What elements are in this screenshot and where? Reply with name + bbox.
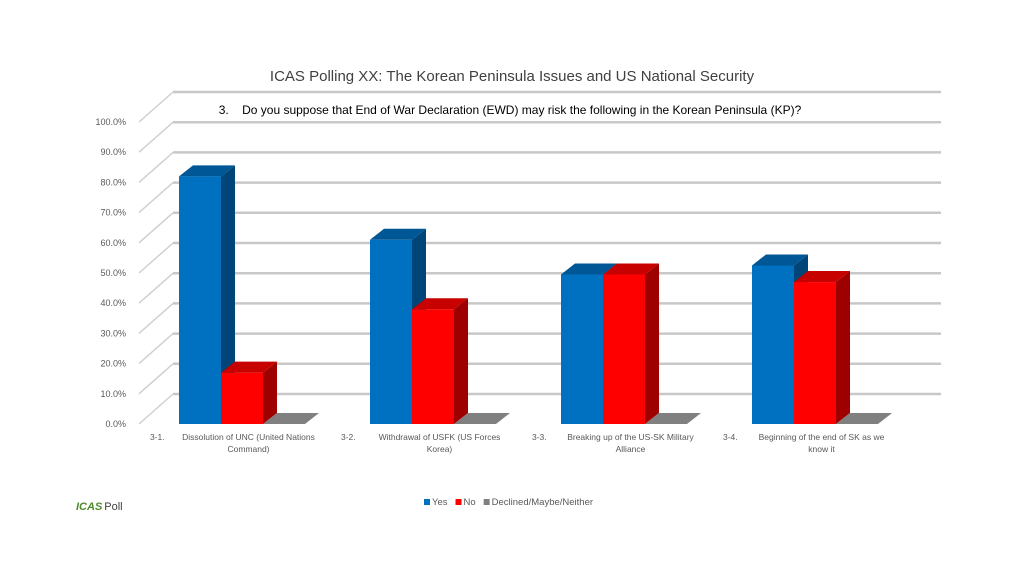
bar-side <box>454 298 468 424</box>
chart-subtitle: 3. Do you suppose that End of War Declar… <box>219 103 802 117</box>
category-label: Alliance <box>616 444 646 454</box>
bar-top <box>412 298 468 310</box>
legend-label: Yes <box>432 497 448 508</box>
chart-title: ICAS Polling XX: The Korean Peninsula Is… <box>270 68 755 85</box>
category-label: Command) <box>227 444 269 454</box>
category-label: Beginning of the end of SK as we <box>759 432 885 442</box>
logo-brand: ICAS <box>76 501 103 513</box>
gridline-diagonal <box>138 91 174 123</box>
gridline-diagonal <box>138 151 174 183</box>
y-tick-label: 10.0% <box>100 389 126 399</box>
y-tick-label: 40.0% <box>100 298 126 308</box>
x-axis: 3-1. Dissolution of UNC (United Nations Co… <box>150 432 885 454</box>
y-tick-label: 100.0% <box>95 117 126 127</box>
legend-label: No <box>464 497 476 508</box>
bar-front <box>603 274 645 424</box>
category-number: 3-2. <box>341 432 356 442</box>
category-number: 3-1. <box>150 432 165 442</box>
bar-flat <box>454 413 510 424</box>
bar-front <box>752 265 794 424</box>
legend-swatch <box>455 499 462 505</box>
bar-front <box>370 239 412 424</box>
category-label: Dissolution of UNC (United Nations <box>182 432 315 442</box>
bar-front <box>221 372 263 424</box>
bar-top <box>603 263 659 275</box>
gridline-diagonal <box>138 333 174 365</box>
bar-yes-1 <box>179 165 235 425</box>
legend-label: Declined/Maybe/Neither <box>492 497 593 508</box>
gridline-diagonal <box>138 363 174 395</box>
gridline-diagonal <box>138 393 174 425</box>
y-tick-label: 60.0% <box>100 238 126 248</box>
bar-declined-maybe-neither-3 <box>645 413 701 424</box>
bar-front <box>561 274 603 424</box>
legend-swatch <box>483 499 490 505</box>
bar-declined-maybe-neither-1 <box>263 413 319 424</box>
gridlines <box>138 90 941 425</box>
legend-swatch <box>424 499 430 505</box>
bar-side <box>263 361 277 424</box>
y-tick-label: 30.0% <box>100 328 126 338</box>
bar-flat <box>645 413 701 424</box>
y-tick-label: 20.0% <box>100 359 126 369</box>
bar-declined-maybe-neither-2 <box>454 413 510 424</box>
bar-no-3 <box>603 263 659 424</box>
bar-no-2 <box>412 298 468 424</box>
bar-top <box>561 263 617 275</box>
category-number: 3-3. <box>532 432 547 442</box>
category-label: Korea) <box>427 444 453 454</box>
bar-side <box>221 165 235 425</box>
category-number: 3-4. <box>723 432 738 442</box>
logo-suffix: Poll <box>104 501 123 513</box>
bars <box>179 165 892 425</box>
bar-no-4 <box>794 271 850 424</box>
category-label: Withdrawal of USFK (US Forces <box>379 432 501 442</box>
bar-front <box>412 309 454 424</box>
y-tick-label: 90.0% <box>100 147 126 157</box>
bar-top <box>752 254 808 266</box>
gridline-diagonal <box>138 302 174 334</box>
gridline-diagonal <box>138 272 174 304</box>
bar-top <box>794 271 850 283</box>
y-tick-label: 70.0% <box>100 208 126 218</box>
gridline-diagonal <box>138 182 174 214</box>
bar-flat <box>263 413 319 424</box>
bar-no-1 <box>221 361 277 424</box>
y-axis: 0.0% 10.0% 20.0% 30.0% 40.0% 50.0% 60.0% 70.0% 8… <box>95 117 126 429</box>
gridline-diagonal <box>138 121 174 153</box>
category-label: know it <box>808 444 835 454</box>
bar-front <box>794 282 836 424</box>
category-label: Breaking up of the US-SK Military <box>567 432 694 442</box>
gridline-diagonal <box>138 242 174 274</box>
bar-front <box>179 176 221 424</box>
y-tick-label: 80.0% <box>100 177 126 187</box>
icas-poll-logo: ICAS Poll <box>76 501 123 513</box>
legend: Yes No Declined/Maybe/Neither <box>424 497 593 508</box>
y-tick-label: 50.0% <box>100 268 126 278</box>
gridline-diagonal <box>138 212 174 244</box>
bar-top <box>179 165 235 177</box>
bar-side <box>645 263 659 424</box>
y-tick-label: 0.0% <box>105 419 126 429</box>
bar-side <box>836 271 850 424</box>
bar-flat <box>836 413 892 424</box>
bar-top <box>370 228 426 240</box>
bar-declined-maybe-neither-4 <box>836 413 892 424</box>
bar-top <box>221 361 277 373</box>
